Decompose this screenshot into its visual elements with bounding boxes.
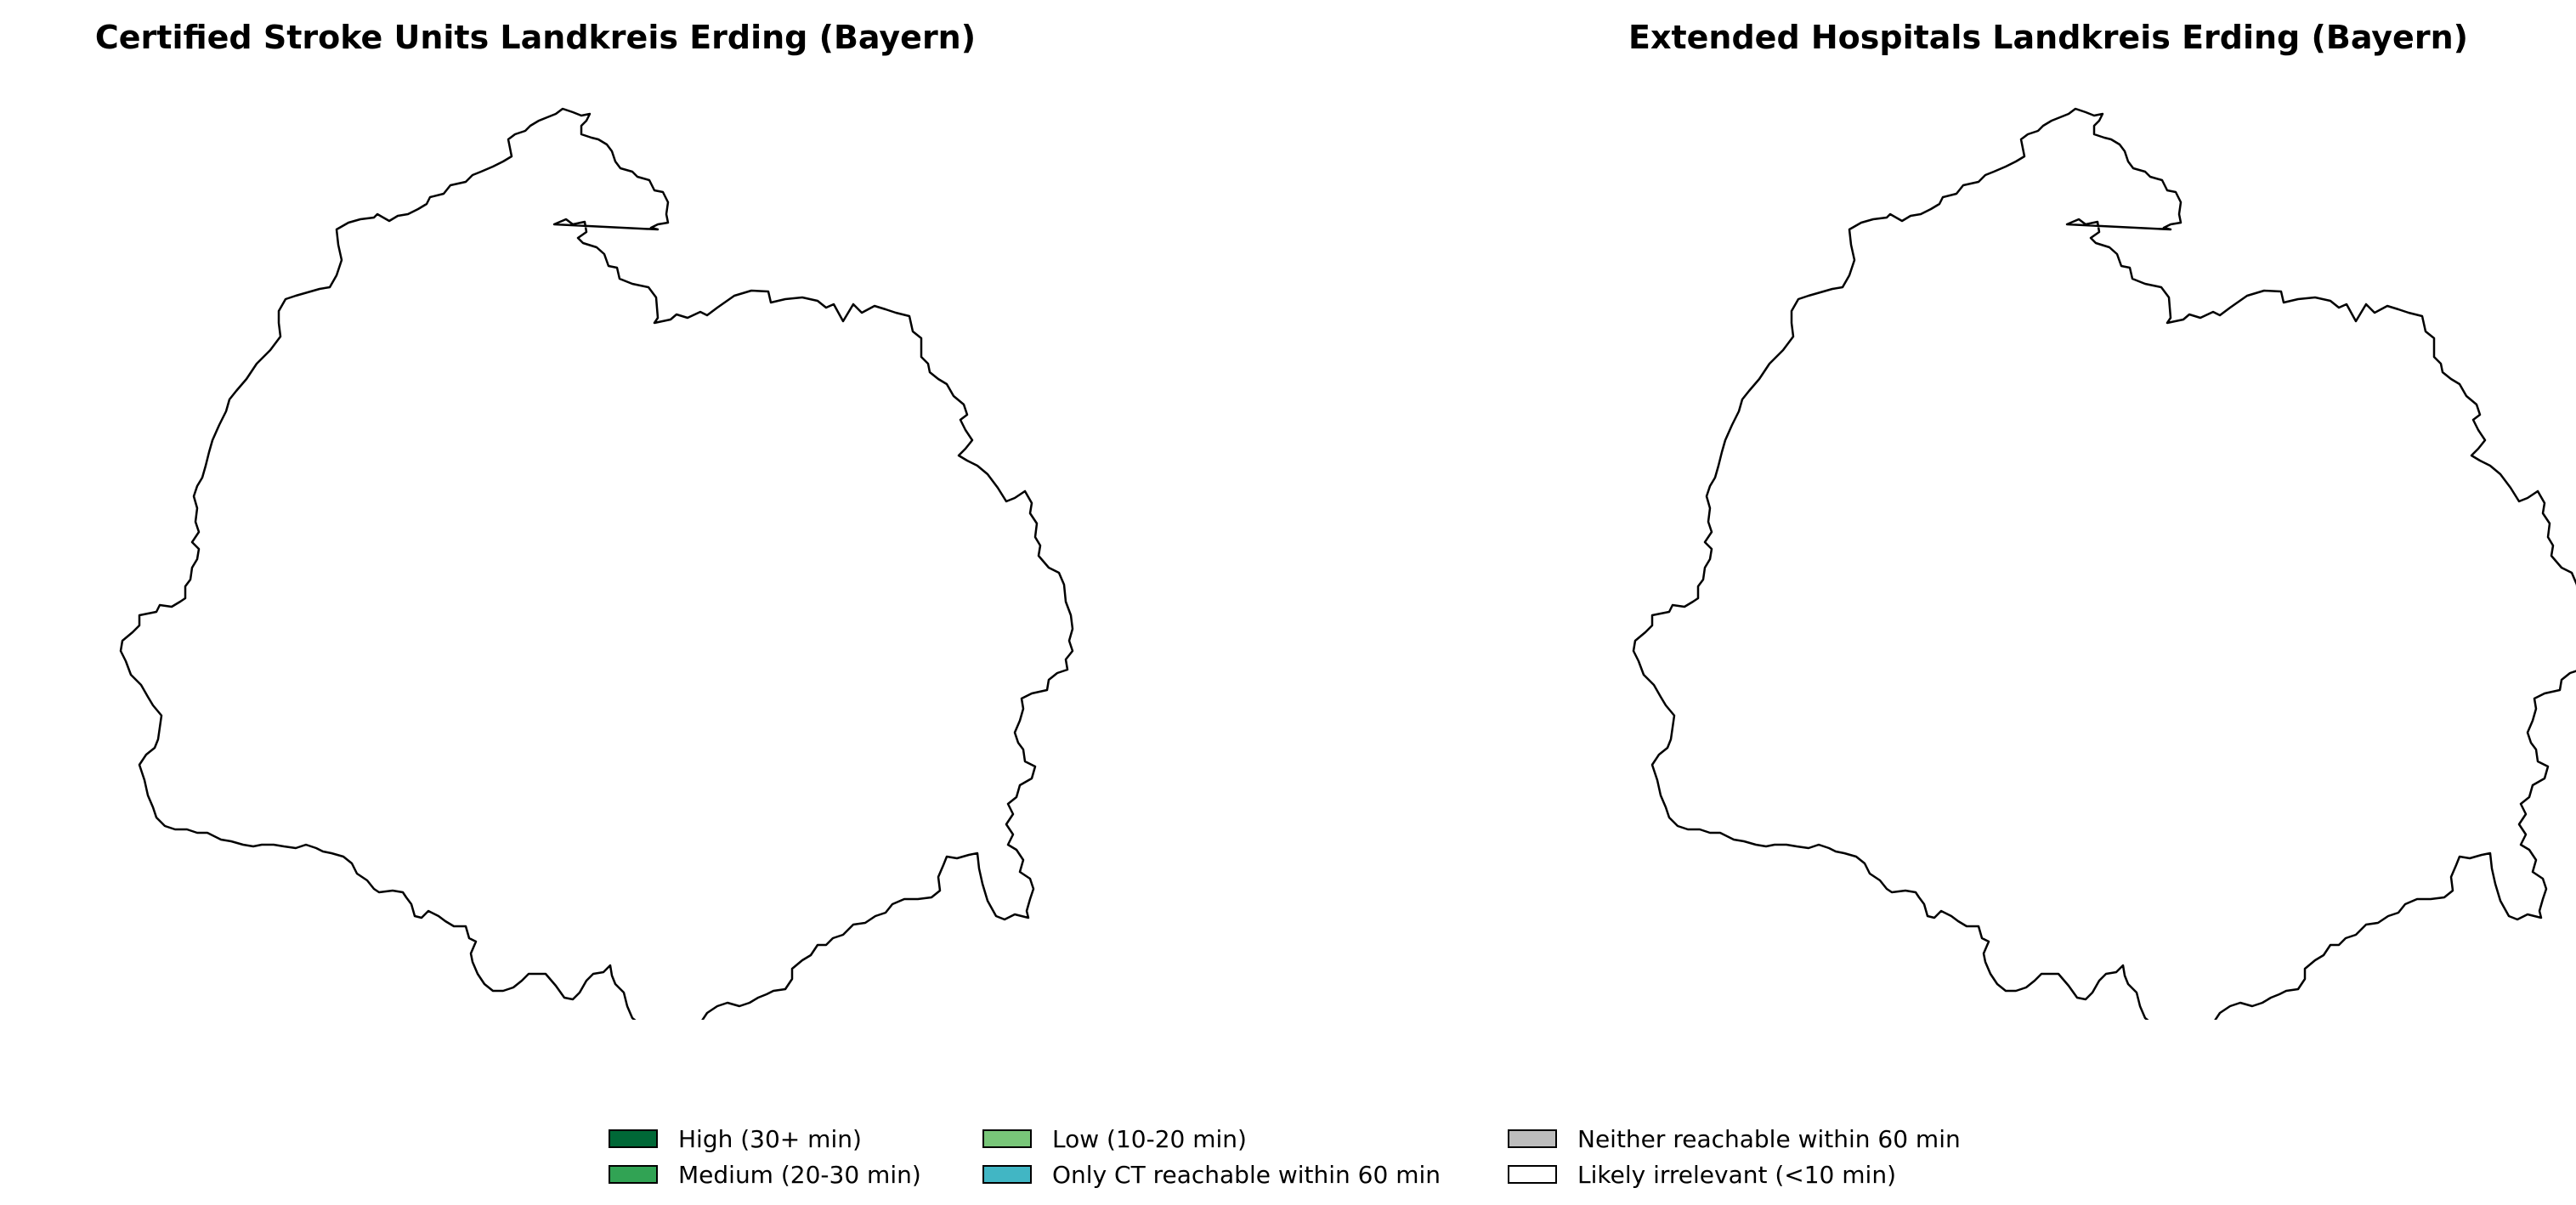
legend-label: Likely irrelevant (<10 min) <box>1577 1160 1896 1189</box>
legend-label: Neither reachable within 60 min <box>1577 1124 1961 1153</box>
legend-swatch <box>609 1129 658 1148</box>
legend-item: Medium (20-30 min) <box>609 1157 921 1191</box>
legend-swatch <box>982 1129 1032 1148</box>
region-map-left <box>119 107 1074 1020</box>
district-outline <box>1632 107 2576 1020</box>
map-title: Extended Hospitals Landkreis Erding (Bay… <box>1628 19 2468 56</box>
legend-swatch <box>982 1165 1032 1184</box>
map-title: Certified Stroke Units Landkreis Erding … <box>94 19 977 56</box>
legend-swatch <box>1508 1129 1557 1148</box>
legend-swatch <box>1508 1165 1557 1184</box>
map-panel-left: Certified Stroke Units Landkreis Erding … <box>0 0 1088 1020</box>
district-outline <box>119 107 1074 1020</box>
legend-swatch <box>609 1165 658 1184</box>
legend-label: Medium (20-30 min) <box>678 1160 921 1189</box>
legend-label: High (30+ min) <box>678 1124 862 1153</box>
legend-label: Only CT reachable within 60 min <box>1052 1160 1441 1189</box>
legend-item: Only CT reachable within 60 min <box>982 1157 1441 1191</box>
legend-label: Low (10-20 min) <box>1052 1124 1247 1153</box>
legend: High (30+ min) Medium (20-30 min) Low (1… <box>609 1122 2011 1190</box>
legend-item: Low (10-20 min) <box>982 1122 1247 1156</box>
legend-item: Likely irrelevant (<10 min) <box>1508 1157 1896 1191</box>
map-panel-right: Extended Hospitals Landkreis Erding (Bay… <box>1513 0 2576 1020</box>
region-map-right <box>1632 107 2576 1020</box>
legend-item: Neither reachable within 60 min <box>1508 1122 1961 1156</box>
legend-item: High (30+ min) <box>609 1122 862 1156</box>
